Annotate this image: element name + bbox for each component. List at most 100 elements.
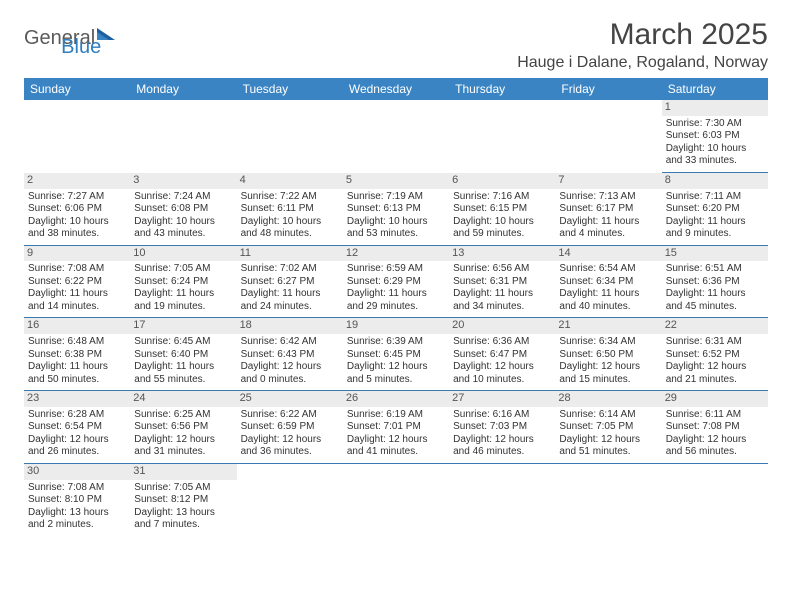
day-number: 4 [237,173,343,189]
calendar-cell: 31Sunrise: 7:05 AMSunset: 8:12 PMDayligh… [130,463,236,535]
sunset-text: Sunset: 6:31 PM [453,276,551,289]
day-number: 14 [555,246,661,262]
sunrise-text: Sunrise: 7:11 AM [666,191,764,204]
daylight-text: Daylight: 11 hours and 29 minutes. [347,288,445,313]
calendar-cell [449,100,555,172]
sunrise-text: Sunrise: 7:19 AM [347,191,445,204]
weekday-header: Monday [130,78,236,100]
sunset-text: Sunset: 6:17 PM [559,203,657,216]
sunrise-text: Sunrise: 6:56 AM [453,263,551,276]
calendar-cell [449,463,555,535]
sunrise-text: Sunrise: 6:28 AM [28,409,126,422]
day-number: 25 [237,391,343,407]
calendar-cell: 19Sunrise: 6:39 AMSunset: 6:45 PMDayligh… [343,318,449,391]
location: Hauge i Dalane, Rogaland, Norway [517,54,768,72]
daylight-text: Daylight: 12 hours and 41 minutes. [347,434,445,459]
title-block: March 2025 Hauge i Dalane, Rogaland, Nor… [517,18,768,72]
sunset-text: Sunset: 6:47 PM [453,349,551,362]
daylight-text: Daylight: 12 hours and 0 minutes. [241,361,339,386]
sunrise-text: Sunrise: 6:19 AM [347,409,445,422]
calendar-cell: 2Sunrise: 7:27 AMSunset: 6:06 PMDaylight… [24,172,130,245]
brand-part2: Blue [61,36,101,59]
calendar-cell: 7 Sunrise: 7:13 AMSunset: 6:17 PMDaylight… [555,172,661,245]
day-number: 6 [449,173,555,189]
calendar-cell: 20Sunrise: 6:36 AMSunset: 6:47 PMDayligh… [449,318,555,391]
calendar-cell: 15Sunrise: 6:51 AMSunset: 6:36 PMDayligh… [662,245,768,318]
calendar-week-row: 23Sunrise: 6:28 AMSunset: 6:54 PMDayligh… [24,391,768,464]
sunset-text: Sunset: 6:59 PM [241,421,339,434]
calendar-cell: 12Sunrise: 6:59 AMSunset: 6:29 PMDayligh… [343,245,449,318]
day-number: 19 [343,318,449,334]
calendar-cell: 8Sunrise: 7:11 AMSunset: 6:20 PMDaylight… [662,172,768,245]
sunrise-text: Sunrise: 7:08 AM [28,263,126,276]
month-title: March 2025 [517,18,768,52]
daylight-text: Daylight: 11 hours and 40 minutes. [559,288,657,313]
sunset-text: Sunset: 6:43 PM [241,349,339,362]
sunset-text: Sunset: 6:24 PM [134,276,232,289]
calendar-cell: 23 Sunrise: 6:28 AMSunset: 6:54 PMDayligh… [24,391,130,464]
daylight-text: Daylight: 11 hours and 45 minutes. [666,288,764,313]
sunset-text: Sunset: 6:34 PM [559,276,657,289]
day-number: 26 [343,391,449,407]
daylight-text: Daylight: 12 hours and 21 minutes. [666,361,764,386]
sunrise-text: Sunrise: 6:51 AM [666,263,764,276]
day-number: 18 [237,318,343,334]
sunset-text: Sunset: 6:27 PM [241,276,339,289]
calendar-cell: 29Sunrise: 6:11 AMSunset: 7:08 PMDayligh… [662,391,768,464]
daylight-text: Daylight: 12 hours and 36 minutes. [241,434,339,459]
sunrise-text: Sunrise: 6:59 AM [347,263,445,276]
sunrise-text: Sunrise: 6:48 AM [28,336,126,349]
daylight-text: Daylight: 11 hours and 34 minutes. [453,288,551,313]
sunset-text: Sunset: 6:03 PM [666,130,764,143]
day-number: 15 [662,246,768,262]
sunrise-text: Sunrise: 6:42 AM [241,336,339,349]
sunrise-text: Sunrise: 7:22 AM [241,191,339,204]
weekday-header-row: SundayMondayTuesdayWednesdayThursdayFrid… [24,78,768,100]
calendar-cell: 11Sunrise: 7:02 AMSunset: 6:27 PMDayligh… [237,245,343,318]
calendar-cell: 6Sunrise: 7:16 AMSunset: 6:15 PMDaylight… [449,172,555,245]
daylight-text: Daylight: 11 hours and 4 minutes. [559,216,657,241]
daylight-text: Daylight: 11 hours and 55 minutes. [134,361,232,386]
day-number: 23 [24,391,130,407]
daylight-text: Daylight: 13 hours and 7 minutes. [134,507,232,532]
daylight-text: Daylight: 12 hours and 26 minutes. [28,434,126,459]
sunset-text: Sunset: 6:36 PM [666,276,764,289]
weekday-header: Wednesday [343,78,449,100]
calendar-cell: 30Sunrise: 7:08 AMSunset: 8:10 PMDayligh… [24,463,130,535]
calendar-cell: 13Sunrise: 6:56 AMSunset: 6:31 PMDayligh… [449,245,555,318]
calendar-week-row: 16Sunrise: 6:48 AMSunset: 6:38 PMDayligh… [24,318,768,391]
day-number: 27 [449,391,555,407]
sunset-text: Sunset: 6:50 PM [559,349,657,362]
calendar-cell [237,100,343,172]
sunset-text: Sunset: 6:15 PM [453,203,551,216]
calendar-cell: 4Sunrise: 7:22 AMSunset: 6:11 PMDaylight… [237,172,343,245]
sunrise-text: Sunrise: 7:30 AM [666,118,764,131]
calendar-cell [343,100,449,172]
calendar-cell [237,463,343,535]
sunset-text: Sunset: 7:01 PM [347,421,445,434]
sunset-text: Sunset: 6:20 PM [666,203,764,216]
calendar-cell: 24Sunrise: 6:25 AMSunset: 6:56 PMDayligh… [130,391,236,464]
sunset-text: Sunset: 6:54 PM [28,421,126,434]
calendar-cell: 21Sunrise: 6:34 AMSunset: 6:50 PMDayligh… [555,318,661,391]
day-number: 13 [449,246,555,262]
weekday-header: Thursday [449,78,555,100]
sunset-text: Sunset: 6:52 PM [666,349,764,362]
calendar-week-row: 30Sunrise: 7:08 AMSunset: 8:10 PMDayligh… [24,463,768,535]
daylight-text: Daylight: 12 hours and 5 minutes. [347,361,445,386]
sunrise-text: Sunrise: 7:13 AM [559,191,657,204]
daylight-text: Daylight: 10 hours and 38 minutes. [28,216,126,241]
sunrise-text: Sunrise: 7:16 AM [453,191,551,204]
sunset-text: Sunset: 8:12 PM [134,494,232,507]
calendar-cell [130,100,236,172]
calendar-cell [555,463,661,535]
day-number: 20 [449,318,555,334]
day-number: 7 [555,173,661,189]
sunrise-text: Sunrise: 6:54 AM [559,263,657,276]
header: General Blue March 2025 Hauge i Dalane, … [24,18,768,72]
daylight-text: Daylight: 12 hours and 56 minutes. [666,434,764,459]
daylight-text: Daylight: 11 hours and 9 minutes. [666,216,764,241]
calendar-cell [343,463,449,535]
calendar-week-row: 2Sunrise: 7:27 AMSunset: 6:06 PMDaylight… [24,172,768,245]
sunrise-text: Sunrise: 6:16 AM [453,409,551,422]
